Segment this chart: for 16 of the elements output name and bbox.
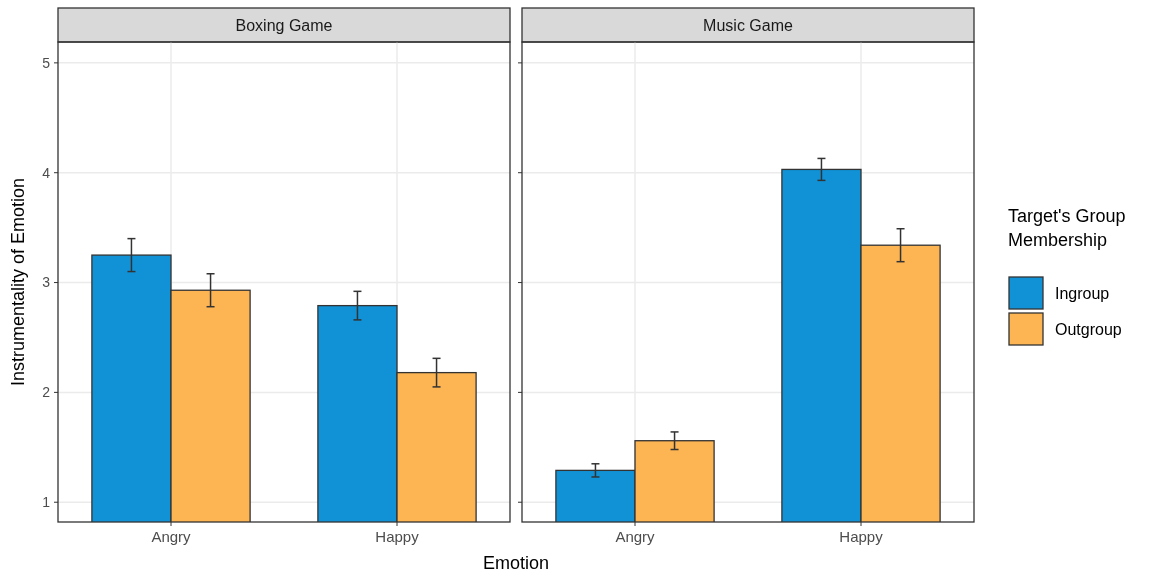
x-tick-label: Angry: [615, 528, 656, 545]
y-tick-label: 3: [42, 274, 51, 291]
y-tick-label: 2: [42, 384, 51, 401]
x-tick-label: Happy: [839, 528, 884, 545]
legend-title: Target's Group Membership: [1008, 206, 1126, 250]
y-tick-label: 5: [42, 54, 51, 71]
chart-title: Boxing Game: [235, 16, 333, 34]
chart-title: Music Game: [703, 16, 793, 34]
legend-label: Outgroup: [1055, 320, 1122, 338]
y-tick-label: 4: [42, 164, 51, 181]
y-axis-title: Instrumentality of Emotion: [8, 177, 28, 387]
y-tick-label: 1: [42, 494, 51, 511]
x-tick-label: Happy: [375, 528, 420, 545]
legend-label: Ingroup: [1055, 284, 1110, 302]
x-axis-title: Emotion: [482, 553, 550, 573]
x-tick-label: Angry: [151, 528, 192, 545]
